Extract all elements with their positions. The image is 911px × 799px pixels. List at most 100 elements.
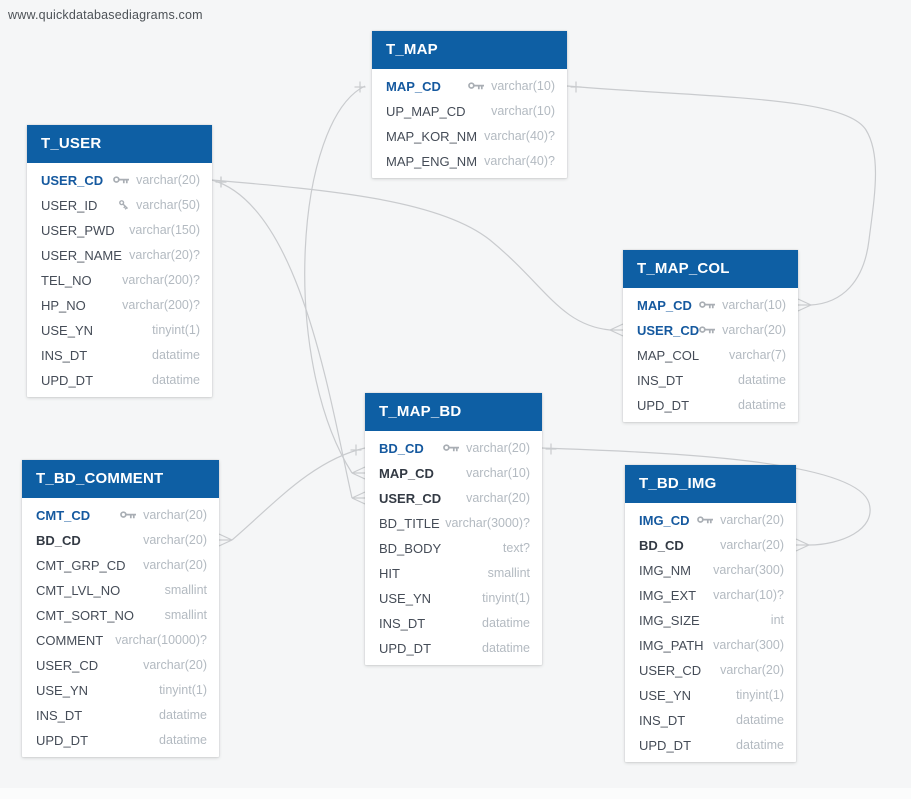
field-type: smallint: [164, 608, 207, 622]
relationship-line[interactable]: [211, 179, 611, 331]
field-row: IMG_CD varchar(20): [625, 508, 796, 533]
field-row: INS_DT datatime: [22, 703, 219, 728]
field-type: varchar(150): [129, 223, 200, 237]
crow-foot-icon: [609, 323, 624, 337]
one-cardinality-marker: [570, 81, 582, 93]
field-row: CMT_SORT_NO smallint: [22, 603, 219, 628]
table-t_user[interactable]: T_USER USER_CD varchar(20) USER_ID varchar(5…: [27, 125, 212, 397]
field-name: USE_YN: [639, 687, 692, 703]
relationship-line[interactable]: [541, 447, 871, 546]
field-type: text?: [502, 541, 530, 555]
field-type: datatime: [152, 348, 200, 362]
field-name: CMT_LVL_NO: [36, 582, 121, 598]
field-row: UP_MAP_CD varchar(10): [372, 99, 567, 124]
table-t_map_bd[interactable]: T_MAP_BD BD_CD varchar(20) MAP_CD varchar(10…: [365, 393, 542, 665]
table-title[interactable]: T_MAP_BD: [365, 393, 542, 431]
table-title[interactable]: T_MAP: [372, 31, 567, 69]
horizontal-scrollbar[interactable]: [0, 788, 911, 799]
table-title[interactable]: T_MAP_COL: [623, 250, 798, 288]
field-name: USER_CD: [637, 322, 700, 338]
field-row: UPD_DT datatime: [365, 636, 542, 661]
field-name: USER_NAME: [41, 247, 122, 263]
field-row: BD_CD varchar(20): [365, 436, 542, 461]
field-type: datatime: [736, 713, 784, 727]
field-name: IMG_NM: [639, 562, 691, 578]
field-type: smallint: [164, 583, 207, 597]
crow-foot-icon: [795, 538, 810, 552]
table-fields: BD_CD varchar(20) MAP_CD varchar(10) USER_CD…: [365, 431, 542, 665]
field-type: datatime: [159, 708, 207, 722]
field-name: HIT: [379, 565, 400, 581]
field-row: INS_DT datatime: [625, 708, 796, 733]
table-t_bd_img[interactable]: T_BD_IMG IMG_CD varchar(20) BD_CD varchar(20…: [625, 465, 796, 762]
field-type: tinyint(1): [152, 323, 200, 337]
field-name: CMT_CD: [36, 507, 91, 523]
field-name: BD_TITLE: [379, 515, 440, 531]
field-type: varchar(200)?: [122, 273, 200, 287]
field-type: varchar(10): [722, 298, 786, 312]
field-name: USER_CD: [41, 172, 104, 188]
field-type: varchar(20): [466, 491, 530, 505]
field-type: varchar(50): [136, 198, 200, 212]
field-row: UPD_DT datatime: [22, 728, 219, 753]
relationship-line[interactable]: [211, 179, 353, 499]
field-row: UPD_DT datatime: [623, 393, 798, 418]
field-type: varchar(200)?: [122, 298, 200, 312]
table-title[interactable]: T_USER: [27, 125, 212, 163]
table-title[interactable]: T_BD_IMG: [625, 465, 796, 503]
primary-key-icon: [443, 443, 460, 453]
field-row: INS_DT datatime: [623, 368, 798, 393]
field-row: MAP_CD varchar(10): [365, 461, 542, 486]
table-fields: MAP_CD varchar(10) USER_CD varchar(20) MAP_C…: [623, 288, 798, 422]
field-type: varchar(20): [143, 658, 207, 672]
primary-key-icon: [113, 175, 130, 185]
field-type: varchar(10000)?: [115, 633, 207, 647]
field-name: USE_YN: [379, 590, 432, 606]
field-name: UP_MAP_CD: [386, 103, 466, 119]
relationship-line[interactable]: [566, 85, 877, 306]
unique-key-icon: [118, 199, 130, 211]
field-name: BD_BODY: [379, 540, 442, 556]
field-type: varchar(20): [143, 533, 207, 547]
field-type: datatime: [738, 398, 786, 412]
field-row: USE_YN tinyint(1): [22, 678, 219, 703]
field-row: HP_NO varchar(200)?: [27, 293, 212, 318]
field-name: MAP_KOR_NM: [386, 128, 478, 144]
field-type: varchar(20): [720, 538, 784, 552]
field-name: UPD_DT: [36, 732, 89, 748]
field-row: IMG_PATH varchar(300): [625, 633, 796, 658]
table-t_map_col[interactable]: T_MAP_COL MAP_CD varchar(10) USER_CD varchar…: [623, 250, 798, 422]
table-title[interactable]: T_BD_COMMENT: [22, 460, 219, 498]
field-row: USER_CD varchar(20): [365, 486, 542, 511]
field-type: tinyint(1): [482, 591, 530, 605]
field-row: USER_CD varchar(20): [22, 653, 219, 678]
table-t_bd_comment[interactable]: T_BD_COMMENT CMT_CD varchar(20) BD_CD varcha…: [22, 460, 219, 757]
relationship-line[interactable]: [304, 85, 366, 474]
watermark: www.quickdatabasediagrams.com: [8, 8, 203, 22]
field-type: datatime: [159, 733, 207, 747]
field-name: USE_YN: [41, 322, 94, 338]
crow-foot-icon: [218, 533, 233, 547]
crow-foot-icon: [351, 491, 366, 505]
primary-key-icon: [697, 515, 714, 525]
field-type: datatime: [482, 641, 530, 655]
field-row: COMMENT varchar(10000)?: [22, 628, 219, 653]
one-cardinality-marker: [215, 176, 227, 188]
field-type: tinyint(1): [736, 688, 784, 702]
table-t_map[interactable]: T_MAP MAP_CD varchar(10) UP_MAP_CD varchar(1…: [372, 31, 567, 178]
one-cardinality-marker: [545, 443, 557, 455]
field-name: UPD_DT: [637, 397, 690, 413]
relationship-line[interactable]: [231, 447, 366, 541]
field-type: datatime: [482, 616, 530, 630]
field-name: USER_ID: [41, 197, 98, 213]
table-fields: IMG_CD varchar(20) BD_CD varchar(20) IMG_NM v…: [625, 503, 796, 762]
field-type: varchar(7): [729, 348, 786, 362]
field-row: USE_YN tinyint(1): [365, 586, 542, 611]
field-row: IMG_EXT varchar(10)?: [625, 583, 796, 608]
field-name: BD_CD: [379, 440, 424, 456]
field-name: CMT_GRP_CD: [36, 557, 126, 573]
field-row: USER_CD varchar(20): [623, 318, 798, 343]
field-row: USE_YN tinyint(1): [625, 683, 796, 708]
field-type: varchar(300): [713, 638, 784, 652]
